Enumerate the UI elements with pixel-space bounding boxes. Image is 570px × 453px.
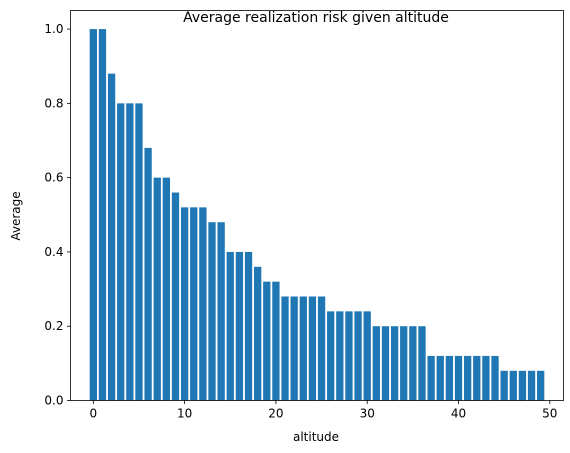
bar-44 xyxy=(491,355,499,401)
bar-49 xyxy=(537,370,545,401)
bar-39 xyxy=(445,355,454,401)
bar-18 xyxy=(254,266,262,401)
bar-4 xyxy=(126,103,134,401)
bar-32 xyxy=(381,326,390,401)
bar-28 xyxy=(345,311,353,401)
bar-31 xyxy=(372,326,380,401)
bar-30 xyxy=(363,311,371,401)
y-axis-title: Average xyxy=(9,191,23,240)
bar-2 xyxy=(107,73,116,401)
bar-33 xyxy=(390,326,399,401)
bar-35 xyxy=(409,326,417,401)
bar-3 xyxy=(117,103,125,401)
x-tick-label: 40 xyxy=(451,407,466,421)
bar-16 xyxy=(235,251,244,401)
bar-12 xyxy=(199,207,207,401)
bar-1 xyxy=(98,29,107,401)
bar-36 xyxy=(418,326,426,401)
y-tick-label: 1.0 xyxy=(44,22,63,36)
x-tick-label: 50 xyxy=(542,407,557,421)
bar-15 xyxy=(226,251,234,401)
bar-24 xyxy=(308,296,317,401)
bar-5 xyxy=(135,103,143,401)
bar-38 xyxy=(436,355,444,401)
bar-6 xyxy=(144,147,152,401)
bar-21 xyxy=(281,296,289,401)
y-tick-label: 0.8 xyxy=(44,96,63,110)
chart-title: Average realization risk given altitude xyxy=(183,10,449,26)
bar-26 xyxy=(327,311,335,401)
y-tick-label: 0.4 xyxy=(44,245,63,259)
bar-9 xyxy=(171,192,180,401)
bar-27 xyxy=(336,311,344,401)
bars-group xyxy=(89,29,545,401)
bar-25 xyxy=(317,296,326,401)
bar-13 xyxy=(208,222,216,401)
bar-17 xyxy=(244,251,253,401)
y-axis-ticks: 0.0 0.2 0.4 0.6 0.8 1.0 xyxy=(44,22,71,408)
bar-47 xyxy=(518,370,527,401)
y-tick-label: 0.2 xyxy=(44,319,63,333)
bar-45 xyxy=(500,370,508,401)
bar-40 xyxy=(454,355,463,401)
x-tick-label: 30 xyxy=(360,407,375,421)
bar-37 xyxy=(427,355,435,401)
bar-34 xyxy=(400,326,408,401)
bar-7 xyxy=(153,177,161,401)
bar-23 xyxy=(299,296,307,401)
bar-20 xyxy=(272,281,280,401)
bar-22 xyxy=(290,296,298,401)
x-tick-label: 10 xyxy=(177,407,192,421)
bar-48 xyxy=(527,370,536,401)
bar-10 xyxy=(180,207,189,401)
bar-46 xyxy=(509,370,517,401)
bar-8 xyxy=(162,177,171,401)
x-tick-label: 20 xyxy=(268,407,283,421)
bar-43 xyxy=(482,355,490,401)
x-axis-ticks: 0 10 20 30 40 50 xyxy=(90,400,557,421)
y-tick-label: 0.6 xyxy=(44,171,63,185)
bar-42 xyxy=(473,355,481,401)
bar-29 xyxy=(354,311,362,401)
bar-11 xyxy=(190,207,198,401)
x-axis-title: altitude xyxy=(293,430,339,444)
y-tick-label: 0.0 xyxy=(44,394,63,408)
plot-frame xyxy=(70,10,564,401)
bar-19 xyxy=(263,281,271,401)
bar-14 xyxy=(217,222,225,401)
bar-41 xyxy=(463,355,472,401)
x-tick-label: 0 xyxy=(90,407,98,421)
bar-0 xyxy=(89,29,97,401)
